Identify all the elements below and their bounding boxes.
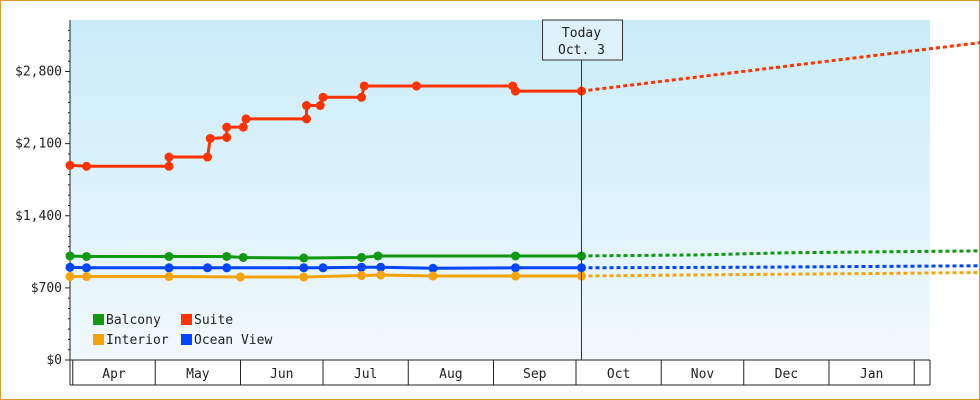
data-point xyxy=(357,271,366,281)
today-marker: Today Oct. 3 xyxy=(542,19,623,360)
data-point xyxy=(428,271,438,281)
data-point xyxy=(357,92,366,102)
series-layer xyxy=(65,41,980,282)
data-point xyxy=(82,161,91,171)
data-point xyxy=(205,133,215,143)
series-interior xyxy=(65,270,980,282)
y-tick-label: $1,400 xyxy=(15,209,62,224)
series-line xyxy=(69,254,582,260)
series-line xyxy=(69,265,582,270)
legend-label: Ocean View xyxy=(194,333,272,348)
data-point xyxy=(82,251,91,261)
legend: Balcony Suite Interior Ocean View xyxy=(93,313,272,348)
data-point xyxy=(238,122,248,132)
today-date: Oct. 3 xyxy=(558,43,605,58)
today-box xyxy=(542,19,623,61)
data-point xyxy=(412,81,421,91)
data-point xyxy=(65,251,75,261)
data-point xyxy=(238,252,248,262)
series-balcony xyxy=(65,249,980,263)
data-point xyxy=(65,272,75,282)
month-label: Sep xyxy=(523,367,547,382)
data-point xyxy=(65,160,75,170)
y-axis: $0 $700 $1,400 $2,100 $2,800 xyxy=(15,20,71,368)
data-point xyxy=(357,262,366,272)
data-point xyxy=(359,81,369,91)
month-label: Apr xyxy=(102,367,126,382)
data-point xyxy=(222,263,232,273)
data-point xyxy=(236,272,245,282)
y-tick-label: $0 xyxy=(46,353,62,368)
series-ocean-view xyxy=(65,262,980,273)
data-point xyxy=(511,263,520,273)
legend-label: Suite xyxy=(194,313,233,328)
data-point xyxy=(428,263,438,273)
data-point xyxy=(164,152,174,162)
data-point xyxy=(203,263,212,273)
data-point xyxy=(302,114,311,124)
data-point xyxy=(318,92,328,102)
month-label: Dec xyxy=(775,367,798,382)
legend-swatch xyxy=(181,334,192,345)
data-point xyxy=(164,263,174,273)
series-suite xyxy=(65,41,980,171)
month-label: May xyxy=(186,367,210,382)
series-line xyxy=(70,273,582,279)
data-point xyxy=(164,251,174,261)
legend-swatch xyxy=(181,314,192,325)
data-point xyxy=(241,114,251,124)
data-point xyxy=(65,262,75,272)
data-point xyxy=(222,122,232,132)
y-tick-label: $2,100 xyxy=(15,137,62,152)
data-point xyxy=(164,161,174,171)
data-point xyxy=(357,252,366,262)
data-point xyxy=(299,263,309,273)
x-axis: Apr May Jun Jul Aug Sep Oct Nov Dec Jan xyxy=(69,359,931,386)
data-point xyxy=(299,272,309,282)
data-point xyxy=(376,262,386,272)
month-label: Oct xyxy=(607,367,630,382)
month-label: Jan xyxy=(860,367,883,382)
y-tick-label: $2,800 xyxy=(15,65,62,80)
data-point xyxy=(373,251,383,261)
series-forecast-line xyxy=(581,249,980,258)
data-point xyxy=(299,253,309,263)
data-point xyxy=(315,101,325,111)
legend-label: Balcony xyxy=(106,313,161,328)
y-tick-label: $700 xyxy=(31,281,62,296)
data-point xyxy=(376,270,386,280)
series-forecast-line xyxy=(581,271,980,278)
month-label: Jun xyxy=(270,367,293,382)
series-forecast-line xyxy=(581,264,980,270)
legend-swatch xyxy=(93,334,104,345)
data-point xyxy=(222,251,232,261)
plot-area xyxy=(70,20,930,360)
data-point xyxy=(511,251,520,261)
data-point xyxy=(302,101,311,111)
data-point xyxy=(511,271,520,281)
data-point xyxy=(82,272,91,282)
data-point xyxy=(203,152,212,162)
month-label: Jul xyxy=(354,367,377,382)
data-point xyxy=(318,263,328,273)
legend-swatch xyxy=(93,314,104,325)
data-point xyxy=(222,132,232,142)
data-point xyxy=(511,86,520,96)
data-point xyxy=(82,263,91,273)
series-forecast-line xyxy=(581,41,980,93)
month-label: Nov xyxy=(691,367,715,382)
today-label: Today xyxy=(562,26,601,41)
month-label: Aug xyxy=(439,367,462,382)
legend-label: Interior xyxy=(106,333,169,348)
data-point xyxy=(164,272,174,282)
series-line xyxy=(69,84,582,168)
